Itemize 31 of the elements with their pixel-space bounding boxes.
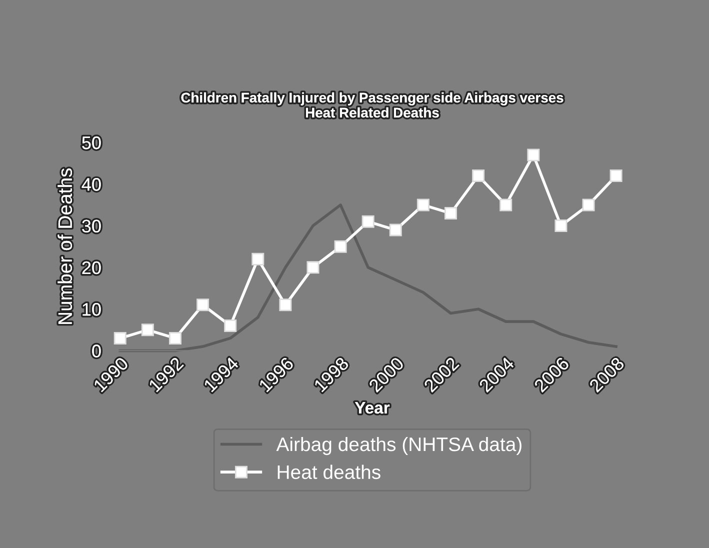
y-tick-label: 40 bbox=[82, 178, 101, 191]
point bbox=[362, 215, 374, 228]
legend-label: Heat deaths bbox=[278, 464, 380, 480]
point bbox=[252, 252, 264, 266]
point bbox=[168, 332, 182, 344]
point bbox=[279, 298, 292, 312]
point bbox=[114, 332, 126, 344]
y-tick-label: 20 bbox=[82, 261, 101, 274]
point bbox=[141, 324, 154, 336]
point bbox=[444, 207, 457, 220]
y-tick-label: 10 bbox=[82, 303, 101, 316]
point bbox=[196, 298, 210, 312]
legend-label: Airbag deaths (NHTSA data) bbox=[276, 436, 522, 456]
point bbox=[416, 198, 430, 212]
point bbox=[582, 198, 595, 212]
point bbox=[500, 198, 512, 212]
point bbox=[224, 319, 237, 332]
point bbox=[389, 224, 402, 236]
y-tick-label: 0 bbox=[92, 344, 101, 358]
chart-title: Children Fatally Injured by Passenger side Airbags verses Heat Related Deaths bbox=[181, 92, 564, 118]
point bbox=[472, 170, 485, 182]
y-tick-label: 30 bbox=[82, 220, 101, 232]
point bbox=[610, 170, 622, 182]
y-tick-label: 50 bbox=[82, 136, 101, 150]
point bbox=[554, 220, 568, 232]
point bbox=[527, 148, 540, 162]
line-series bbox=[118, 204, 618, 352]
point bbox=[334, 240, 347, 253]
y-axis-title: Number of Deaths bbox=[58, 168, 72, 324]
x-axis-title: Year bbox=[354, 402, 390, 414]
point bbox=[306, 261, 320, 274]
